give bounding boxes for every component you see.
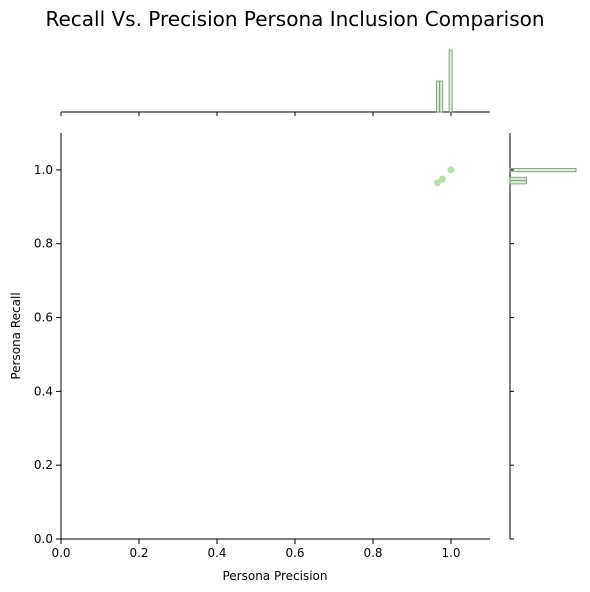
- right-marginal-histogram: [509, 133, 577, 539]
- right-histogram-bar: [509, 180, 527, 185]
- scatter-plot-area: 0.0 0.2 0.4 0.6 0.8 1.0 0.0 0.2 0.4 0.6 0.8 1.0: [34, 112, 514, 560]
- x-tick-label: 1.0: [441, 546, 460, 560]
- x-tick-label: 0.0: [51, 546, 70, 560]
- y-tick-label: 0.8: [34, 237, 53, 251]
- top-histogram-bar: [439, 80, 444, 113]
- right-histogram-bar: [509, 168, 577, 173]
- chart-title: Recall Vs. Precision Persona Inclusion C…: [45, 7, 544, 31]
- top-histogram-bar: [436, 80, 441, 113]
- scatter-point: [438, 175, 446, 183]
- x-tick-label: 0.4: [207, 546, 226, 560]
- y-tick-label: 0.2: [34, 458, 53, 472]
- x-tick-label: 0.2: [129, 546, 148, 560]
- scatter-point: [433, 179, 441, 187]
- scatter-points: [433, 166, 455, 187]
- x-tick-label: 0.6: [285, 546, 304, 560]
- x-tick-label: 0.8: [363, 546, 382, 560]
- y-tick-label: 0.0: [34, 532, 53, 546]
- x-axis-ticks: 0.0 0.2 0.4 0.6 0.8 1.0: [51, 112, 461, 560]
- scatter-point: [447, 166, 455, 174]
- x-axis-title: Persona Precision: [222, 569, 327, 583]
- y-tick-label: 0.6: [34, 311, 53, 325]
- y-axis-ticks: 0.0 0.2 0.4 0.6 0.8 1.0: [34, 163, 514, 546]
- y-tick-label: 0.4: [34, 384, 53, 398]
- top-histogram-bar: [448, 49, 453, 113]
- y-tick-label: 1.0: [34, 163, 53, 177]
- top-marginal-histogram: [61, 49, 490, 113]
- y-axis-title: Persona Recall: [9, 292, 23, 379]
- right-histogram-bar: [509, 176, 527, 182]
